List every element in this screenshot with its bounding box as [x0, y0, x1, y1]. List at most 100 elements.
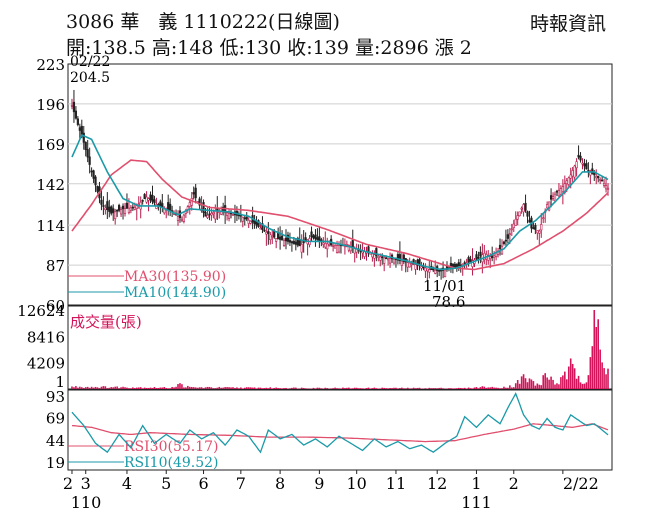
- candle-body: [542, 217, 545, 220]
- candle-body: [583, 163, 586, 167]
- volume-bar: [416, 387, 419, 389]
- volume-bar: [324, 387, 327, 389]
- candle-body: [153, 199, 156, 204]
- volume-bar: [251, 387, 254, 389]
- x-tick-label: 11: [386, 474, 406, 493]
- volume-bar: [84, 387, 87, 389]
- volume-bar: [509, 385, 511, 389]
- candle-body: [591, 168, 594, 174]
- candle-body: [333, 245, 337, 249]
- candle-body: [253, 220, 256, 224]
- volume-bar: [220, 387, 223, 389]
- volume-bar: [410, 388, 413, 389]
- volume-bar: [477, 388, 480, 389]
- candle-body: [214, 211, 217, 220]
- volume-bar: [80, 387, 83, 389]
- candle-body: [94, 176, 97, 186]
- candle-body: [396, 254, 400, 261]
- candle-body: [551, 196, 555, 199]
- candle-body: [532, 227, 535, 230]
- volume-bar: [106, 388, 109, 389]
- x-tick-label: 9: [314, 474, 324, 493]
- volume-bar: [98, 388, 101, 389]
- volume-bar: [139, 387, 142, 389]
- volume-bar: [442, 388, 444, 389]
- candle-body: [275, 238, 278, 242]
- candle-body: [137, 203, 140, 206]
- candle-body: [546, 204, 549, 209]
- candle-body: [322, 242, 325, 245]
- volume-bar: [198, 387, 201, 389]
- volume-bar: [338, 388, 340, 389]
- volume-bar: [406, 387, 409, 389]
- candle-body: [538, 230, 541, 234]
- rsi-legend-label: RSI10(49.52): [124, 455, 218, 471]
- volume-frame: [67, 305, 613, 390]
- volume-tick-label: 8416: [27, 328, 65, 346]
- candle-body: [381, 256, 384, 258]
- candle-body: [434, 269, 437, 274]
- volume-bar: [605, 374, 607, 389]
- candle-body: [489, 256, 492, 260]
- volume-bar: [281, 388, 283, 389]
- volume-bar: [452, 388, 454, 389]
- x-tick-label: 6: [198, 474, 208, 493]
- candle-body: [192, 192, 195, 195]
- volume-bar: [179, 383, 181, 389]
- volume-bar: [73, 387, 75, 389]
- volume-bar: [273, 387, 276, 389]
- candle-body: [518, 211, 521, 217]
- candle-body: [326, 243, 329, 250]
- volume-bar: [234, 387, 236, 389]
- volume-bar: [204, 387, 207, 389]
- volume-bar: [473, 387, 476, 389]
- candle-body: [225, 212, 229, 216]
- volume-bar: [163, 387, 166, 389]
- candle-body: [385, 257, 388, 259]
- volume-bar: [385, 388, 387, 389]
- volume-bar: [428, 387, 431, 389]
- volume-bar: [318, 387, 321, 389]
- candle-body: [536, 230, 539, 234]
- candle-body: [88, 156, 91, 165]
- candle-body: [90, 170, 93, 173]
- candle-body: [82, 132, 85, 143]
- candle-body: [324, 243, 327, 248]
- x-tick-label: 2: [63, 474, 73, 493]
- candle-body: [129, 207, 132, 211]
- candle-body: [408, 262, 411, 268]
- candle-body: [269, 234, 272, 240]
- x-tick-label: 8: [275, 474, 285, 493]
- candle-body: [557, 190, 561, 197]
- candle-body: [371, 253, 374, 258]
- volume-bar: [569, 358, 572, 389]
- candle-body: [502, 241, 506, 244]
- volume-bar: [575, 378, 578, 389]
- volume-bar: [108, 387, 111, 389]
- volume-bar: [579, 382, 582, 389]
- volume-bar: [212, 388, 215, 389]
- volume-bar: [320, 388, 323, 389]
- candle-body: [104, 207, 107, 211]
- volume-bar: [88, 387, 91, 389]
- candle-body: [241, 216, 244, 222]
- volume-bar: [359, 388, 362, 389]
- volume-bar: [552, 379, 554, 389]
- volume-bar: [597, 319, 600, 389]
- volume-bar: [603, 368, 605, 389]
- volume-bar: [177, 384, 179, 389]
- candle-body: [398, 254, 401, 261]
- rsi-tick-label: 19: [46, 454, 65, 472]
- volume-bar: [192, 387, 195, 389]
- x-tick-label: 3: [81, 474, 91, 493]
- volume-bar: [589, 357, 592, 389]
- candle-body: [426, 268, 429, 272]
- candle-body: [243, 217, 246, 220]
- candle-body: [575, 161, 578, 169]
- candle-body: [420, 266, 423, 269]
- candle-body: [526, 211, 529, 217]
- volume-bar: [314, 388, 317, 389]
- x-tick-label: 4: [122, 474, 132, 493]
- candle-body: [182, 214, 186, 222]
